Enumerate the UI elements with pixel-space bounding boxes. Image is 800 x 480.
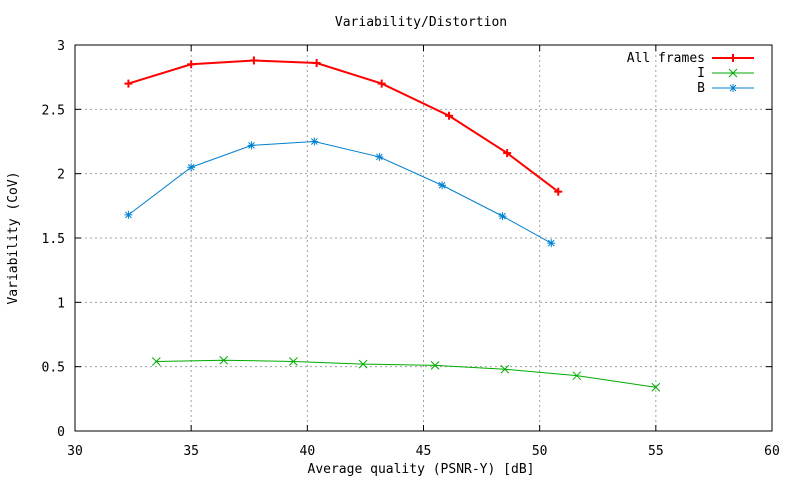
y-tick-label: 3 (57, 39, 65, 54)
data-point (500, 364, 510, 374)
x-tick-label: 60 (764, 444, 780, 459)
series-b (124, 137, 556, 248)
data-point (289, 357, 298, 366)
x-tick-label: 30 (67, 444, 83, 459)
data-point (728, 68, 738, 78)
legend-label: B (697, 81, 705, 96)
x-tick-label: 40 (300, 444, 316, 459)
series-line (128, 59, 559, 193)
y-tick-label: 2 (57, 168, 65, 183)
axis-ticks: 30 35 40 45 50 55 60 0 0.5 1 1.5 2 2.5 3 (42, 39, 780, 459)
data-point (124, 210, 133, 219)
data-point (312, 59, 321, 68)
y-tick-label: 0 (57, 425, 65, 440)
data-point (729, 84, 737, 92)
y-tick-label: 1 (57, 296, 65, 311)
chart-title: Variability/Distortion (335, 15, 507, 30)
data-point (498, 212, 507, 221)
data-point (247, 141, 256, 150)
data-point (438, 181, 447, 190)
data-point (445, 111, 454, 120)
legend-label: All frames (627, 51, 705, 66)
data-point (358, 359, 368, 369)
legend-label: I (697, 66, 705, 81)
y-tick-label: 1.5 (42, 232, 65, 247)
data-point (187, 60, 196, 69)
data-point (729, 54, 737, 62)
y-tick-label: 0.5 (42, 361, 65, 376)
series-line (128, 140, 552, 244)
data-point (503, 149, 512, 158)
x-tick-label: 50 (532, 444, 548, 459)
data-point (554, 187, 563, 196)
series-line (156, 359, 656, 388)
data-point (249, 56, 258, 65)
data-point (124, 79, 133, 88)
data-point (547, 239, 556, 248)
series-all-frames (124, 56, 563, 196)
data-point (651, 382, 661, 392)
grid (75, 45, 772, 431)
data-point (377, 79, 386, 88)
x-axis-title: Average quality (PSNR-Y) [dB] (308, 462, 535, 477)
series-i (151, 355, 661, 392)
data-point (572, 371, 582, 381)
data-point (375, 152, 384, 161)
x-tick-label: 45 (416, 444, 432, 459)
data-point (151, 357, 161, 366)
y-axis-title: Variability (CoV) (6, 171, 21, 304)
y-tick-label: 2.5 (42, 103, 65, 118)
data-point (310, 137, 319, 146)
series-layer (124, 56, 661, 392)
x-tick-label: 35 (183, 444, 199, 459)
x-tick-label: 55 (648, 444, 664, 459)
data-point (430, 361, 440, 370)
data-point (219, 355, 229, 365)
data-point (187, 163, 196, 172)
